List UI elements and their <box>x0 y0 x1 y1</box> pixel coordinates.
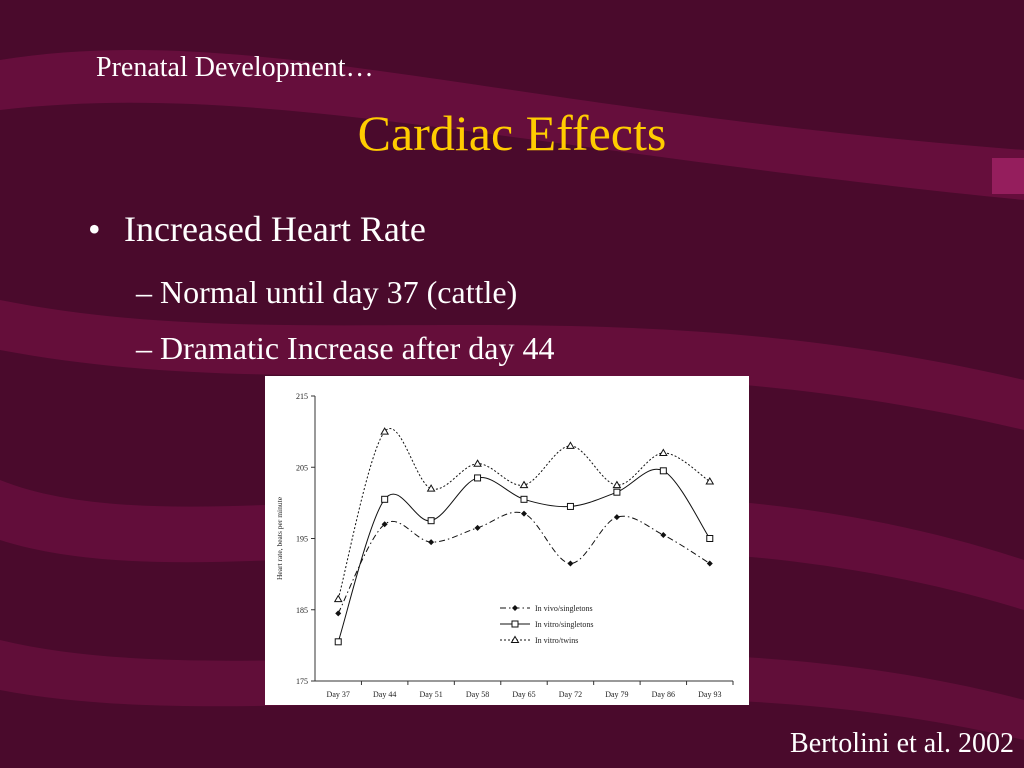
data-point <box>334 638 342 646</box>
data-point <box>335 610 342 617</box>
data-point <box>658 448 668 456</box>
data-point <box>613 514 620 521</box>
x-tick-label: Day 44 <box>373 690 396 699</box>
data-point <box>706 535 714 542</box>
y-tick-label: 215 <box>296 392 308 401</box>
data-point <box>473 459 482 467</box>
subbullet-text: Dramatic Increase after day 44 <box>160 330 555 366</box>
x-tick-label: Day 72 <box>559 690 582 699</box>
chart-svg: 175 185 195 205 215 Day 37 Day 44 Day 51 Day 58 D… <box>275 392 734 699</box>
data-point <box>566 502 574 510</box>
data-point <box>706 560 713 567</box>
data-point <box>613 488 621 496</box>
slide-supertitle: Prenatal Development… <box>96 52 374 83</box>
y-tick-label: 195 <box>296 535 308 544</box>
x-tick-label: Day 65 <box>512 690 535 699</box>
y-axis-label: Heart rate, beats per minute <box>275 496 284 580</box>
subbullet-marker: – <box>136 274 152 310</box>
data-point <box>612 480 622 489</box>
bullet-text: Increased Heart Rate <box>124 209 426 249</box>
data-point <box>474 524 481 531</box>
legend-marker <box>512 605 518 611</box>
y-tick-label: 175 <box>296 677 308 686</box>
legend-marker <box>510 635 520 643</box>
data-point <box>381 495 389 503</box>
bullet-marker: • <box>88 209 101 249</box>
series-line <box>337 468 711 642</box>
subbullet-item: – Dramatic Increase after day 44 <box>136 330 554 367</box>
heart-rate-chart: 175 185 195 205 215 Day 37 Day 44 Day 51 Day 58 D… <box>265 376 749 705</box>
data-point <box>519 480 529 489</box>
data-point <box>567 560 574 567</box>
data-point <box>659 467 667 475</box>
x-tick-label: Day 37 <box>327 690 350 699</box>
subbullet-marker: – <box>136 330 152 366</box>
subbullet-text: Normal until day 37 (cattle) <box>160 274 518 310</box>
legend-label: In vitro/twins <box>535 636 578 645</box>
data-point <box>426 484 436 492</box>
y-tick-label: 205 <box>296 463 308 472</box>
y-tick-label: 185 <box>296 606 308 615</box>
data-point <box>705 477 715 485</box>
data-point <box>520 495 528 503</box>
data-point <box>333 594 343 603</box>
data-point <box>521 510 527 517</box>
bullet-item: • Increased Heart Rate <box>88 208 426 250</box>
x-tick-label: Day 79 <box>605 690 628 699</box>
data-point <box>566 441 575 449</box>
slide-title: Cardiac Effects <box>357 105 667 161</box>
data-point <box>428 539 435 546</box>
data-point <box>381 521 388 528</box>
x-tick-label: Day 58 <box>466 690 489 699</box>
legend-marker <box>511 620 519 628</box>
series-line <box>337 511 711 614</box>
data-point <box>474 474 482 482</box>
data-point <box>427 517 435 525</box>
x-tick-label: Day 86 <box>652 690 675 699</box>
subbullet-item: – Normal until day 37 (cattle) <box>136 274 517 311</box>
legend-label: In vitro/singletons <box>535 620 593 629</box>
x-tick-label: Day 93 <box>698 690 721 699</box>
data-point <box>380 427 390 435</box>
legend-label: In vivo/singletons <box>535 604 593 613</box>
citation: Bertolini et al. 2002 <box>790 728 1014 759</box>
x-tick-label: Day 51 <box>419 690 442 699</box>
data-point <box>660 531 667 538</box>
